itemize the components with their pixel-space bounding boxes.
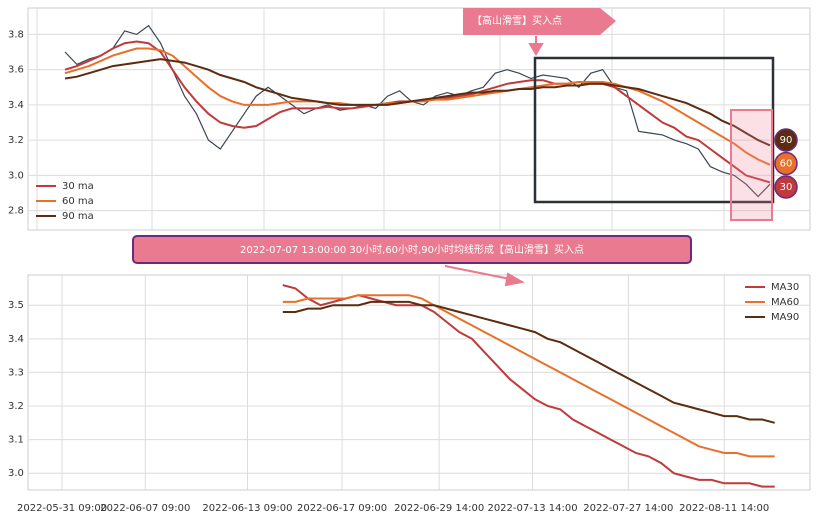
y-tick-label: 3.0 xyxy=(8,170,24,181)
x-tick-label: 2022-07-13 14:00 xyxy=(487,503,577,514)
banner-box xyxy=(132,235,692,264)
end-badge-label: 60 xyxy=(780,159,793,170)
end-badge-label: 30 xyxy=(780,182,793,193)
legend-label: MA90 xyxy=(771,312,799,323)
annotation-arrow-box xyxy=(463,8,616,35)
ma-line xyxy=(282,294,775,458)
y-tick-label: 3.8 xyxy=(8,29,24,40)
y-tick-label: 3.1 xyxy=(8,435,24,446)
price-line xyxy=(64,24,771,198)
y-tick-label: 3.0 xyxy=(8,468,24,479)
x-tick-label: 2022-06-07 09:00 xyxy=(100,503,190,514)
legend-label: MA60 xyxy=(771,297,799,308)
annotation-arrow xyxy=(528,36,544,56)
end-badge xyxy=(774,151,798,176)
x-tick-label: 2022-07-27 14:00 xyxy=(583,503,673,514)
ma-line xyxy=(282,284,775,488)
y-tick-label: 2.8 xyxy=(8,206,24,217)
ma-line xyxy=(64,58,771,147)
banner-title: 2022-07-07 13:00:00 30小时,60小时,90小时均线形成【高… xyxy=(240,243,584,256)
end-badge-label: 90 xyxy=(780,135,793,146)
x-tick-label: 2022-08-11 14:00 xyxy=(679,503,769,514)
y-tick-label: 3.4 xyxy=(8,100,24,111)
y-tick-label: 3.6 xyxy=(8,65,24,76)
bottom-plot-frame xyxy=(27,274,811,491)
x-tick-label: 2022-05-31 09:00 xyxy=(17,503,107,514)
y-tick-label: 3.3 xyxy=(8,367,24,378)
y-tick-label: 3.4 xyxy=(8,334,24,345)
banner-arrow xyxy=(444,265,525,287)
y-tick-label: 3.2 xyxy=(8,135,24,146)
y-tick-label: 3.5 xyxy=(8,300,24,311)
top-plot-frame xyxy=(27,7,811,231)
end-badge xyxy=(774,128,798,152)
x-tick-label: 2022-06-29 14:00 xyxy=(394,503,484,514)
ma-line xyxy=(282,300,775,424)
legend-label: 90 ma xyxy=(62,211,94,222)
end-badge xyxy=(774,175,798,199)
x-tick-label: 2022-06-13 09:00 xyxy=(202,503,292,514)
pink-box xyxy=(730,109,773,221)
legend-label: MA30 xyxy=(771,282,799,293)
y-tick-label: 3.2 xyxy=(8,401,24,412)
legend-label: 30 ma xyxy=(62,181,94,192)
legend-label: 60 ma xyxy=(62,196,94,207)
x-tick-label: 2022-06-17 09:00 xyxy=(297,503,387,514)
annotation-text: 【高山滑雪】买入点 xyxy=(472,14,562,27)
